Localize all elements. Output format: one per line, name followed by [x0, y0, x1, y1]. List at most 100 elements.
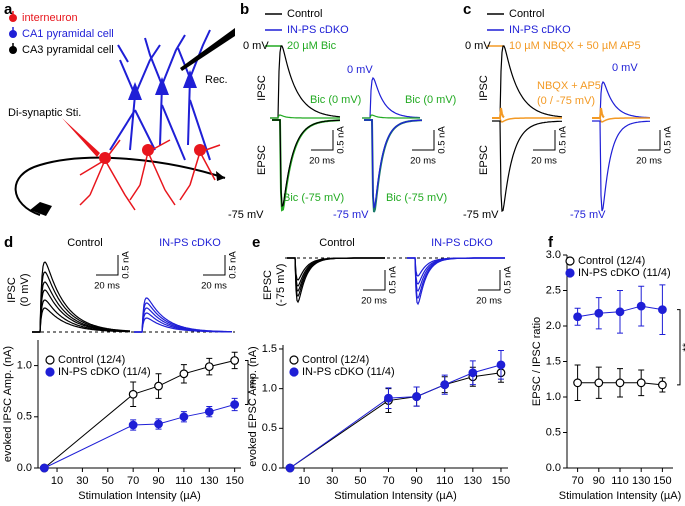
scale-label: 0.5 nA [558, 126, 569, 154]
x-tick-label: 90 [152, 475, 164, 487]
trace-label: EPSC [262, 270, 274, 300]
scale-bar [96, 255, 119, 276]
legend-label: 10 µM NBQX + 50 µM AP5 [509, 40, 641, 52]
trace [592, 107, 605, 119]
x-tick-label: 90 [410, 475, 422, 487]
legend-label: Control (12/4) [578, 255, 645, 267]
x-tick-label: 110 [175, 475, 193, 487]
trace-label: (0 mV) [19, 274, 31, 307]
y-tick-label: 0.5 [262, 422, 277, 434]
marker [636, 301, 646, 311]
legend-label: Control (12/4) [302, 354, 369, 366]
x-axis-label: Stimulation Intensity (µA) [78, 490, 201, 502]
legend-label: IN-PS cDKO (11/4) [302, 366, 395, 378]
marker [468, 368, 478, 378]
scale-label: 0.5 nA [437, 126, 448, 154]
x-tick-label: 10 [51, 475, 63, 487]
marker [658, 380, 667, 390]
trace [32, 307, 130, 333]
panel-label: f [548, 234, 554, 251]
drug-label: Bic (0 mV) [310, 94, 361, 106]
legend-marker [565, 256, 575, 266]
legend-marker [45, 355, 55, 365]
scale-label: 20 ms [476, 296, 502, 307]
y-tick-label: 1.5 [546, 355, 561, 367]
ipsc-label: IPSC [256, 75, 268, 101]
legend-label: interneuron [22, 12, 78, 24]
holding-label: 0 mV [347, 64, 373, 76]
drug-label: NBQX + AP5 [537, 80, 601, 92]
marker [204, 407, 214, 417]
trace [362, 114, 420, 119]
significance-label: *** [249, 375, 261, 389]
marker [230, 400, 240, 409]
y-tick-label: 1.0 [262, 383, 277, 395]
marker [39, 463, 49, 473]
y-axis-label: EPSC / IPSC ratio [531, 317, 543, 406]
marker [230, 356, 240, 365]
trace [592, 120, 650, 212]
holding-label: 0 mV [465, 40, 491, 52]
scale-bar [638, 130, 661, 151]
legend-label: IN-PS cDKO [509, 24, 571, 36]
marker [615, 378, 625, 388]
epsc-label: EPSC [478, 145, 490, 175]
scale-label: 0.5 nA [228, 251, 239, 279]
scale-label: 20 ms [309, 156, 335, 167]
schematic [9, 11, 235, 216]
trace [362, 76, 421, 119]
drug-label: Bic (-75 mV) [386, 192, 447, 204]
scale-label: 0.5 nA [121, 251, 132, 279]
marker [179, 369, 189, 379]
marker [285, 463, 295, 473]
series-line [289, 364, 502, 469]
group-label: IN-PS cDKO [159, 237, 221, 249]
marker [440, 380, 450, 390]
trace [592, 81, 650, 119]
y-tick-label: 0.5 [17, 411, 32, 423]
trace [272, 119, 340, 207]
x-tick-label: 150 [653, 475, 671, 487]
trace [407, 257, 505, 277]
legend-label: IN-PS cDKO (11/4) [578, 267, 671, 279]
significance-label: ** [681, 342, 685, 351]
trace [364, 119, 422, 209]
group-label: IN-PS cDKO [431, 237, 493, 249]
legend-label: Control [287, 8, 322, 20]
holding-label: -75 mV [570, 209, 606, 221]
legend-label: Control [509, 8, 544, 20]
legend-label: IN-PS cDKO [287, 24, 349, 36]
trace [270, 114, 340, 119]
scale-label: 20 ms [361, 296, 387, 307]
scale-label: 0.5 nA [336, 126, 347, 154]
x-tick-label: 10 [298, 475, 310, 487]
marker [573, 378, 582, 388]
trace [492, 107, 505, 119]
scale-label: 20 ms [531, 156, 557, 167]
legend-marker [565, 268, 575, 278]
marker [594, 378, 604, 388]
x-tick-label: 110 [436, 475, 454, 487]
trace [592, 117, 650, 123]
trace [134, 317, 232, 333]
y-tick-label: 2.5 [546, 284, 561, 296]
trace [492, 120, 562, 212]
trace-label: IPSC [6, 277, 18, 303]
x-tick-label: 150 [225, 475, 243, 487]
trace [492, 45, 563, 119]
marker [615, 307, 625, 317]
scale-bar [533, 130, 556, 151]
x-tick-label: 30 [76, 475, 88, 487]
series-line [289, 372, 502, 469]
x-tick-label: 130 [200, 475, 218, 487]
x-tick-label: 30 [326, 475, 338, 487]
trace [134, 297, 232, 333]
x-tick-label: 130 [632, 475, 650, 487]
y-tick-label: 0.5 [546, 426, 561, 438]
scale-label: 20 ms [636, 156, 662, 167]
trace [134, 307, 232, 333]
marker [128, 389, 138, 399]
trace [270, 45, 341, 119]
drug-label: (0 / -75 mV) [537, 95, 595, 107]
trace [134, 302, 232, 333]
